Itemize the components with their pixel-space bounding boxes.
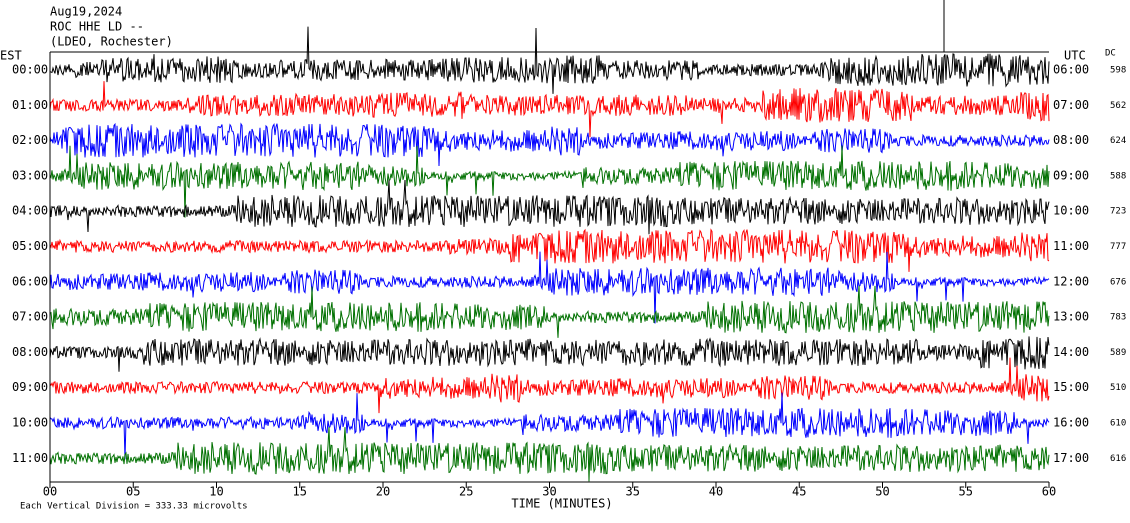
trace (49, 336, 1050, 372)
trace (49, 285, 1050, 338)
x-tick-label: 40 (709, 485, 723, 499)
utc-label: 11:00 (1053, 239, 1089, 253)
est-label: 01:00 (12, 98, 48, 112)
utc-label: 06:00 (1053, 63, 1089, 77)
trace (49, 81, 1050, 138)
x-tick-label: 35 (626, 485, 640, 499)
x-tick-label: 55 (959, 485, 973, 499)
dc-value: 676 (1110, 277, 1126, 287)
trace (49, 426, 1050, 482)
utc-label: 14:00 (1053, 345, 1089, 359)
utc-label: 08:00 (1053, 133, 1089, 147)
est-label: 08:00 (12, 345, 48, 359)
x-tick-label: 20 (376, 485, 390, 499)
utc-label: 10:00 (1053, 204, 1089, 218)
footer: Each Vertical Division = 333.33 microvol… (20, 502, 248, 512)
x-tick-label: 50 (875, 485, 889, 499)
trace (49, 145, 1050, 218)
trace (49, 392, 1050, 460)
dc-value: 616 (1110, 454, 1126, 464)
est-label: 10:00 (12, 416, 48, 430)
dc-value: 588 (1110, 171, 1126, 181)
est-label: 00:00 (12, 63, 48, 77)
utc-label: 12:00 (1053, 274, 1089, 288)
trace (49, 179, 1050, 235)
x-axis-label: TIME (MINUTES) (511, 497, 612, 511)
x-tick-label: 10 (209, 485, 223, 499)
utc-label: 17:00 (1053, 451, 1089, 465)
x-tick-label: 00 (43, 485, 57, 499)
trace (49, 122, 1050, 167)
trace (49, 228, 1050, 272)
dc-label: DC (1105, 49, 1116, 59)
trace (49, 251, 1050, 324)
dc-value: 589 (1110, 348, 1126, 358)
dc-value: 598 (1110, 66, 1126, 76)
utc-label: 13:00 (1053, 310, 1089, 324)
x-tick-label: 30 (542, 485, 556, 499)
x-tick-label: 05 (126, 485, 140, 499)
utc-label: 07:00 (1053, 98, 1089, 112)
trace (49, 26, 1050, 94)
est-label: 07:00 (12, 310, 48, 324)
utc-label: 09:00 (1053, 168, 1089, 182)
dc-value: 610 (1110, 419, 1126, 429)
x-tick-label: 60 (1042, 485, 1056, 499)
dc-value: 723 (1110, 207, 1126, 217)
station-date: Aug19,2024 (50, 5, 122, 19)
dc-value: 562 (1110, 101, 1126, 111)
dc-value: 624 (1110, 136, 1126, 146)
est-label: 03:00 (12, 168, 48, 182)
dc-value: 777 (1110, 242, 1126, 252)
est-label: 06:00 (12, 274, 48, 288)
dc-value: 510 (1110, 383, 1126, 393)
left-label: EST (0, 49, 22, 63)
dc-value: 783 (1110, 313, 1126, 323)
right-label: UTC (1064, 49, 1086, 63)
x-tick-label: 45 (792, 485, 806, 499)
utc-label: 15:00 (1053, 380, 1089, 394)
est-label: 05:00 (12, 239, 48, 253)
station-code: ROC HHE LD -- (50, 20, 144, 34)
est-label: 04:00 (12, 204, 48, 218)
x-tick-label: 15 (293, 485, 307, 499)
x-tick-label: 25 (459, 485, 473, 499)
est-label: 11:00 (12, 451, 48, 465)
station-name: (LDEO, Rochester) (50, 35, 173, 49)
est-label: 09:00 (12, 380, 48, 394)
est-label: 02:00 (12, 133, 48, 147)
utc-label: 16:00 (1053, 416, 1089, 430)
trace (49, 357, 1050, 414)
